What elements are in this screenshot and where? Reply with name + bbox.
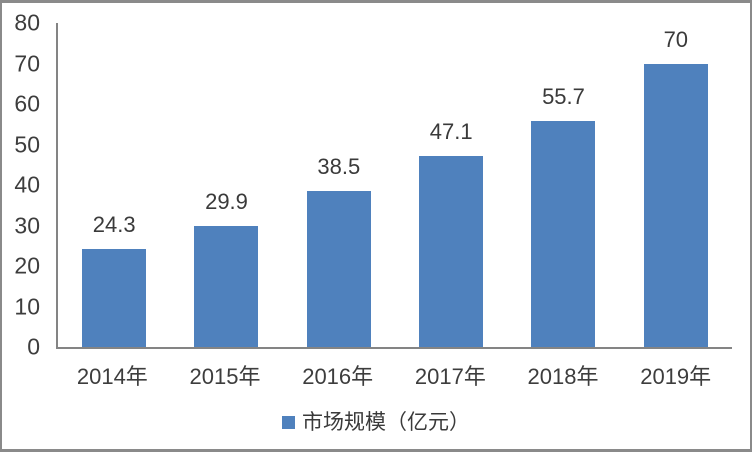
x-tick-label: 2018年 <box>527 364 599 389</box>
x-axis-labels: 2014年 2015年 2016年 2017年 2018年 2019年 <box>56 351 732 388</box>
y-tick-label: 40 <box>14 171 40 198</box>
bar-value-label: 47.1 <box>429 119 473 145</box>
bar-value-label: 29.9 <box>205 188 248 214</box>
bar-value-label: 55.7 <box>542 84 585 110</box>
x-tick-label: 2017年 <box>414 364 486 389</box>
plot-area: 24.3 29.9 38.5 47.1 55.7 70 <box>56 23 732 349</box>
bar-2016年 <box>306 191 371 347</box>
bar-slot: 47.1 <box>395 23 507 347</box>
x-tick-label: 2015年 <box>189 364 261 389</box>
bar-2014年 <box>82 248 147 347</box>
y-axis-tick-labels: 0 10 20 30 40 50 60 70 80 <box>2 11 40 358</box>
y-tick-label: 60 <box>14 90 40 117</box>
bar-value-label: 38.5 <box>317 154 361 180</box>
bar-slot: 24.3 <box>58 23 170 347</box>
y-tick-label: 50 <box>14 131 40 157</box>
bar-2017年 <box>419 156 484 347</box>
x-tick-label: 2014年 <box>76 364 148 389</box>
y-tick-label: 30 <box>14 212 40 238</box>
bar-slot: 38.5 <box>283 23 395 347</box>
bar-value-label: 24.3 <box>92 211 136 237</box>
bar-2019年 <box>643 63 708 347</box>
y-tick-label: 80 <box>14 9 40 36</box>
bar-value-label: 70 <box>663 26 689 52</box>
y-tick-label: 0 <box>27 333 40 360</box>
legend-marker-icon <box>282 415 295 429</box>
bar-2015年 <box>194 225 259 347</box>
legend-label: 市场规模（亿元） <box>302 410 470 434</box>
bar-slot: 29.9 <box>170 23 282 347</box>
y-tick-label: 70 <box>14 50 40 76</box>
bar-slot: 70 <box>620 23 732 347</box>
y-tick-label: 10 <box>14 293 40 319</box>
y-tick-label: 20 <box>14 252 40 279</box>
x-tick-label: 2016年 <box>302 364 374 389</box>
bar-slot: 55.7 <box>507 23 619 347</box>
bar-2018年 <box>531 121 596 347</box>
x-tick-label: 2019年 <box>640 364 712 389</box>
legend: 市场规模（亿元） <box>2 408 750 436</box>
